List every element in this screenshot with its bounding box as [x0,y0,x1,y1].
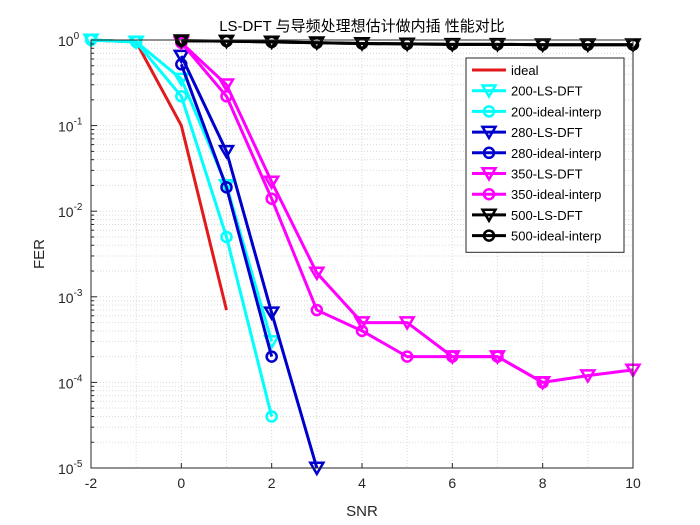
legend-label: 280-ideal-interp [511,146,601,161]
data-point-marker [129,35,143,49]
data-point-marker [446,38,459,51]
legend-swatch-marker [480,84,498,100]
data-point-marker [220,90,233,103]
legend-label: 200-LS-DFT [511,84,583,99]
y-tick-label: 10-2 [58,202,83,220]
legend-label: ideal [511,63,539,78]
legend-entry: 350-LS-DFT [472,167,583,182]
legend-entry: 280-LS-DFT [472,125,583,141]
legend-entry: 500-LS-DFT [472,208,583,224]
data-point-marker [175,34,188,48]
data-point-marker [310,303,324,317]
data-point-marker [217,78,236,94]
x-tick-label: 8 [539,475,547,491]
series-line [179,63,274,358]
plot-series [82,33,642,477]
legend-swatch-marker [482,229,496,242]
series-280-ideal-interp [175,58,278,363]
series-500-ideal-interp [175,34,640,52]
legend-label: 350-ideal-interp [511,187,601,202]
series-line [180,41,634,384]
y-tick-label: 10-3 [58,288,83,306]
series-line [90,38,274,417]
data-point-marker [491,38,504,51]
data-point-marker [265,35,278,49]
data-point-marker [265,410,278,423]
series-line [180,41,544,384]
legend-entry: 350-ideal-interp [472,187,601,202]
series-line [179,55,319,469]
grid [90,39,634,469]
y-axis-ticks: 10-5 10-4 10-3 10-2 10-1 100 [58,31,97,477]
legend-swatch-marker [480,208,498,224]
data-point-marker [400,350,414,363]
data-point-marker [355,324,369,338]
data-point-marker [220,230,233,244]
data-point-marker [446,350,459,363]
legend-entry: ideal [472,63,539,78]
y-tick-label: 10-4 [58,373,83,391]
legend-label: 280-LS-DFT [511,125,583,140]
y-tick-label: 10-1 [58,117,83,135]
legend-label: 500-LS-DFT [511,208,583,223]
data-point-marker [353,316,371,331]
data-point-marker [217,178,236,194]
data-point-marker [220,34,233,48]
legend-label: 350-LS-DFT [511,167,583,182]
legend-swatch-marker [480,125,498,141]
legend-swatch-marker [482,146,496,160]
x-tick-label: -2 [85,475,98,491]
data-point-marker [310,36,324,49]
x-tick-label: 4 [358,475,366,491]
x-tick-label: 2 [268,475,276,491]
legend-swatch-marker [480,167,498,182]
legend-label: 200-ideal-interp [511,104,601,119]
x-tick-label: 10 [625,475,641,491]
legend: ideal 200-LS-DFT 200-ideal-interp 280-LS-DF… [465,57,625,253]
legend-entry: 200-ideal-interp [472,104,601,119]
data-point-marker [355,37,369,50]
data-point-marker [398,316,416,331]
legend-swatch-marker [482,187,496,201]
data-point-marker [262,306,281,322]
y-tick-label: 10-5 [58,459,83,477]
chart-title: LS-DFT 与导频处理想估计做内插 性能对比 [219,18,505,35]
data-point-marker [308,266,326,282]
legend-entry: 500-ideal-interp [472,229,601,244]
series-200-ideal-interp [84,33,278,423]
data-point-marker [217,144,236,160]
legend-entry: 200-LS-DFT [472,84,583,100]
data-point-marker [265,192,278,205]
data-point-marker [172,72,191,88]
data-point-marker [579,369,597,384]
data-point-marker [265,350,278,363]
y-tick-label: 100 [58,31,80,49]
x-axis-label: SNR [346,503,378,520]
data-point-marker [220,181,233,194]
series-line [181,39,633,47]
data-point-marker [175,90,188,103]
legend-swatch-marker [482,105,496,118]
data-point-marker [400,37,414,51]
legend-entry: 280-ideal-interp [472,146,601,161]
data-point-marker [491,350,504,363]
y-axis-label: FER [31,239,48,269]
data-point-marker [536,376,549,389]
data-point-marker [262,175,281,191]
x-tick-label: 0 [177,475,185,491]
data-point-marker [175,58,188,71]
x-tick-label: 6 [448,475,456,491]
x-axis-ticks: -2 0 2 4 6 8 10 [85,463,641,491]
legend-label: 500-ideal-interp [511,229,601,244]
